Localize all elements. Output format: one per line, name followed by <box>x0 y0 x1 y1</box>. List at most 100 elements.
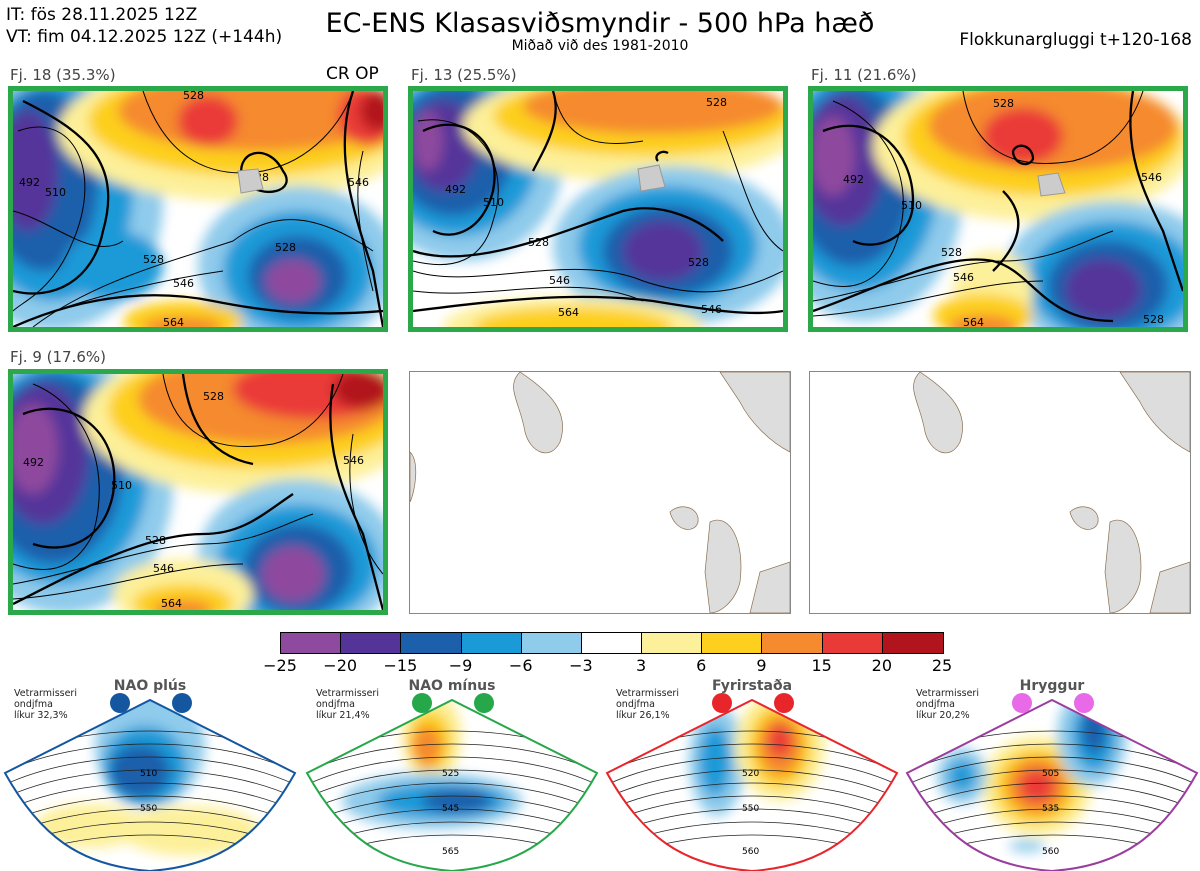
contour-label: 528 <box>145 534 166 547</box>
regime-panel: 505 535 560 Hryggur Vetrarmisseri ondjfma líku… <box>902 676 1200 871</box>
colorbar-tick-label: −3 <box>569 656 593 675</box>
regime-contour-line <box>607 769 897 801</box>
contour-label: 492 <box>23 456 44 469</box>
colorbar-swatch <box>281 633 342 653</box>
regime-contour-line <box>307 769 597 801</box>
regime-contour-label: 545 <box>442 804 459 814</box>
regime-contour-label: 525 <box>442 769 459 779</box>
regime-contour-line <box>5 756 295 788</box>
regime-contour-label: 520 <box>742 769 759 779</box>
contour-label: 564 <box>558 306 579 319</box>
iceland-shape <box>1037 172 1066 197</box>
regime-contour-line <box>907 795 1197 827</box>
colorbar-swatch <box>702 633 763 653</box>
regime-contour-line <box>907 756 1197 788</box>
regime-note: Vetrarmisseri ondjfma líkur 26,1% <box>616 688 679 721</box>
regime-marker-icon <box>774 693 794 713</box>
regime-marker-icon <box>1074 693 1094 713</box>
cluster-map-4[interactable]: 492 510 528 546 564 528 546 <box>8 369 388 615</box>
regime-contour-line <box>307 743 597 775</box>
contour-label: 564 <box>163 316 184 327</box>
regime-contour-line <box>607 756 897 788</box>
contour-label: 492 <box>19 176 40 189</box>
contour-label: 528 <box>993 97 1014 110</box>
colorbar-swatch <box>461 633 522 653</box>
panel-3-label: Fj. 11 (21.6%) <box>811 66 917 84</box>
contour-label: 492 <box>843 173 864 186</box>
empty-map-5 <box>409 371 791 614</box>
contour-label: 528 <box>941 246 962 259</box>
colorbar-tick-label: −15 <box>383 656 418 675</box>
page-subtitle: Miðað við des 1981-2010 <box>511 38 689 54</box>
colorbar-tick-label: 9 <box>756 656 767 675</box>
empty-map-6-svg <box>913 372 1190 613</box>
regime-contour-label: 535 <box>1042 804 1059 814</box>
contour-label: 528 <box>688 256 709 269</box>
cluster-map-3[interactable]: 492 510 528 546 564 528 546 528 <box>808 86 1188 332</box>
classification-window: Flokkunargluggi t+120-168 <box>959 30 1192 50</box>
regime-contour-line <box>307 782 597 814</box>
colorbar-tick-label: 3 <box>635 656 647 675</box>
contour-label: 528 <box>183 91 204 102</box>
regime-contour-line <box>5 769 295 801</box>
contour-label: 546 <box>348 176 369 189</box>
colorbar <box>280 632 944 654</box>
regime-anomaly-shape <box>1019 770 1055 802</box>
contour-label: 546 <box>1141 171 1162 184</box>
contour-label: 546 <box>953 271 974 284</box>
regime-contour-line <box>607 782 897 814</box>
regime-contour-label: 550 <box>140 804 157 814</box>
colorbar-swatch <box>882 633 943 653</box>
iceland-shape <box>637 164 666 192</box>
regime-anomaly-shape <box>1009 840 1045 852</box>
colorbar-tick-label: −9 <box>448 656 473 675</box>
regime-map-svg: 505 535 560 <box>905 698 1199 871</box>
iceland-shape <box>237 168 264 194</box>
colorbar-swatch <box>581 633 643 653</box>
contour-label: 510 <box>45 186 66 199</box>
contour-label: 492 <box>445 183 466 196</box>
cluster-map-1[interactable]: 492 510 528 546 564 528 528 546 528 <box>8 86 388 332</box>
panel-4-contour-labels: 492 510 528 546 564 528 546 <box>23 390 364 610</box>
colorbar-swatch <box>642 633 703 653</box>
regime-marker-icon <box>712 693 732 713</box>
header-info: IT: fös 28.11.2025 12Z VT: fim 04.12.202… <box>6 4 282 48</box>
regime-contour-line <box>5 743 295 775</box>
panel-3-contour-labels: 492 510 528 546 564 528 546 528 <box>843 97 1164 327</box>
regime-anomaly-shape <box>422 789 492 813</box>
panel-2-label: Fj. 13 (25.5%) <box>411 66 517 84</box>
colorbar-tick-label: −6 <box>508 656 533 675</box>
colorbar-swatch <box>341 633 402 653</box>
contour-label: 528 <box>203 390 224 403</box>
regime-map-svg: 520 550 560 <box>605 698 899 871</box>
regime-anomaly-shape <box>120 806 260 856</box>
page-title: EC-ENS Klasasviðsmyndir - 500 hPa hæð <box>325 8 875 39</box>
contour-label: 510 <box>483 196 504 209</box>
regime-contour-line <box>607 795 897 827</box>
panel-1-contour-labels: 492 510 528 546 564 528 528 546 528 <box>19 91 369 327</box>
colorbar-swatch <box>521 633 582 653</box>
colorbar-tick-label: 20 <box>871 656 892 675</box>
empty-map-5-svg <box>410 372 790 613</box>
colorbar-tick-label: −25 <box>263 656 297 675</box>
contour-label: 528 <box>706 96 727 109</box>
regime-contour-line <box>5 782 295 814</box>
regime-contour-line <box>5 795 295 827</box>
regime-note: Vetrarmisseri ondjfma líkur 20,2% <box>916 688 979 721</box>
empty-map-6 <box>809 371 1191 614</box>
contour-label: 528 <box>528 236 549 249</box>
contour-label: 510 <box>901 199 922 212</box>
regime-contour-label: 565 <box>442 847 459 857</box>
regime-note: Vetrarmisseri ondjfma líkur 21,4% <box>316 688 379 721</box>
contour-label: 528 <box>143 253 164 266</box>
colorbar-ticks: −25 −20 −15 −9 −6 −3 3 6 9 15 20 25 <box>263 656 952 676</box>
contour-label: 564 <box>963 316 984 327</box>
cluster-map-2[interactable]: 492 510 528 546 564 528 546 528 <box>408 86 788 332</box>
contour-label: 546 <box>701 303 722 316</box>
contour-label: 546 <box>153 562 174 575</box>
regime-anomaly-shape <box>412 726 442 766</box>
regime-contour-line <box>907 769 1197 801</box>
regime-title: Hryggur <box>1019 678 1085 694</box>
regime-map-svg: 525 545 565 <box>305 698 599 871</box>
regime-marker-icon <box>412 693 432 713</box>
